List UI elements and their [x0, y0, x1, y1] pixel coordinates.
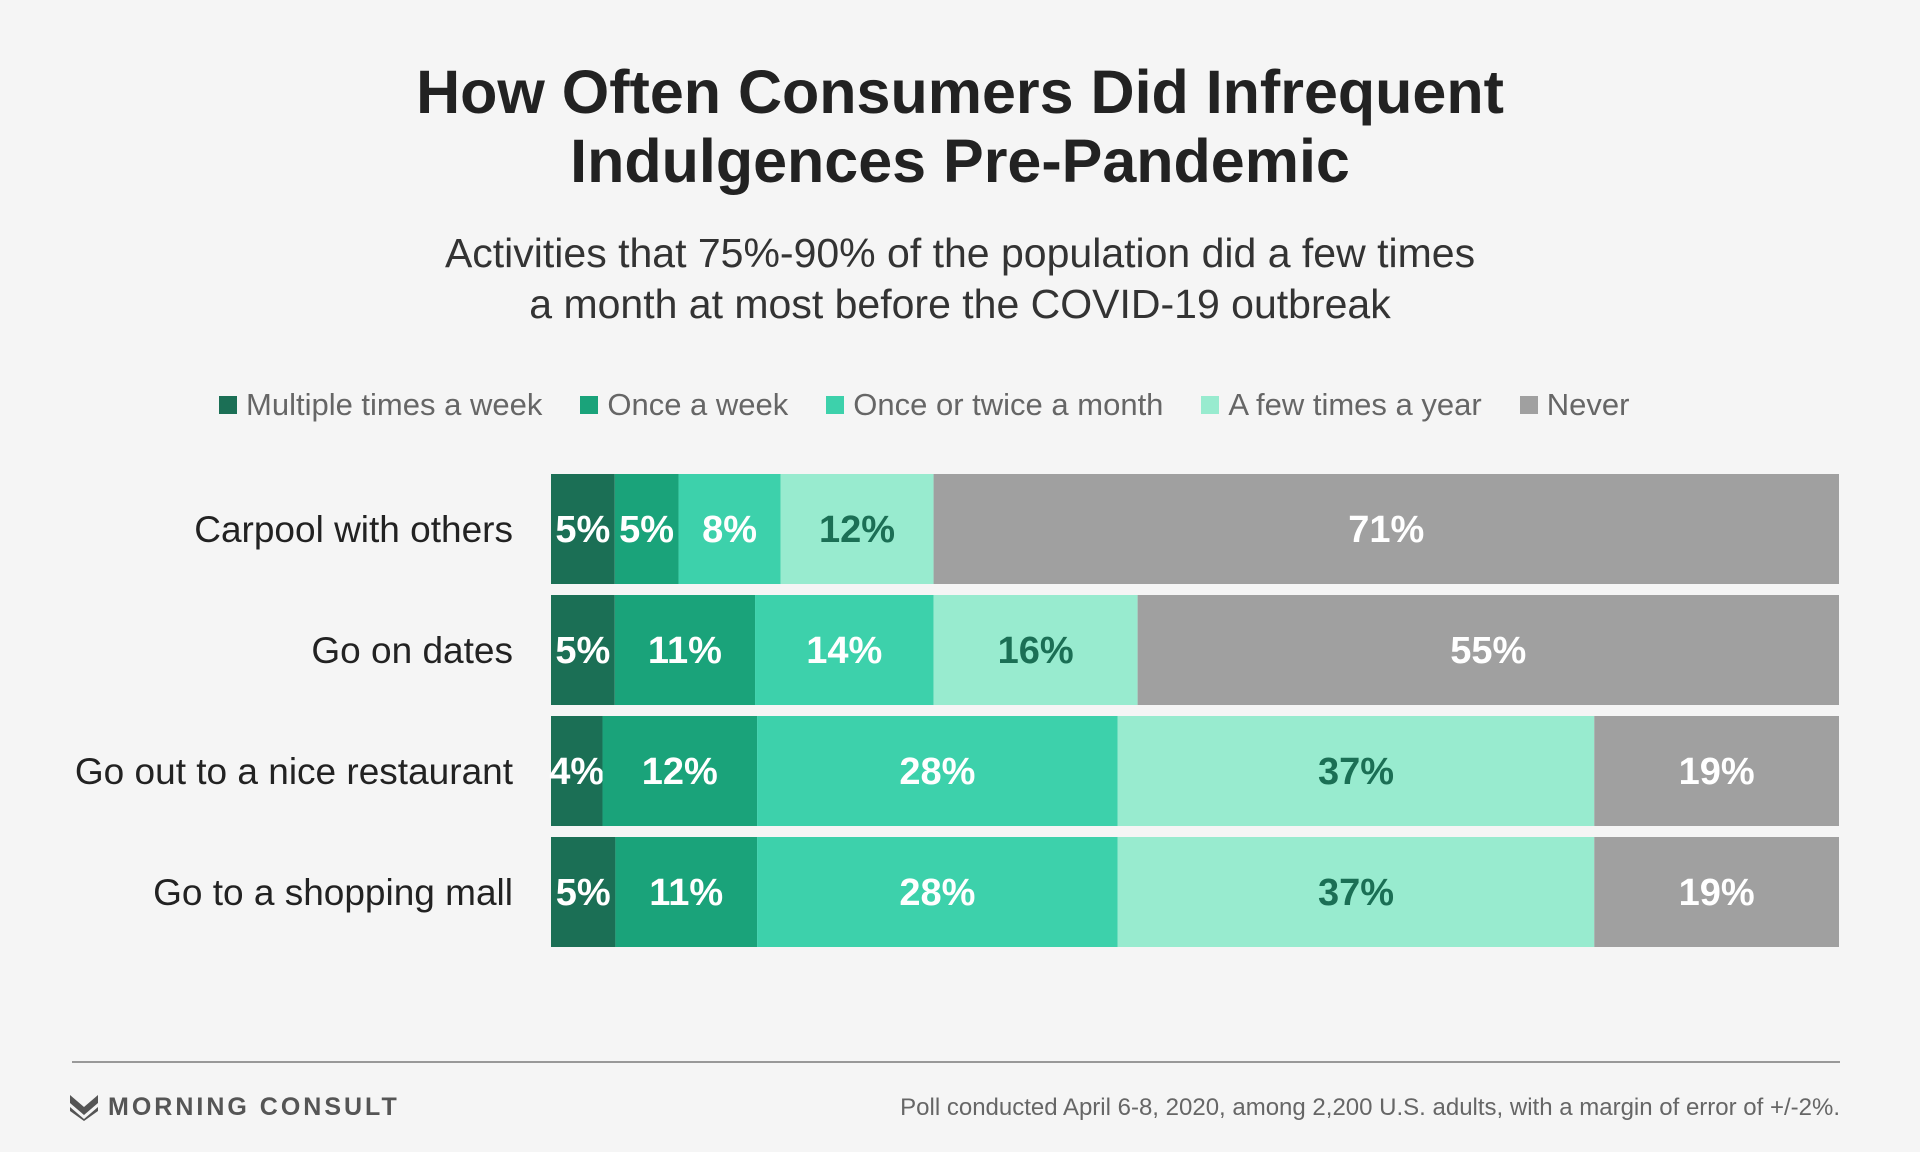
data-label: 55% — [1450, 630, 1526, 672]
brand-name: MORNING CONSULT — [108, 1093, 400, 1121]
morning-consult-logo-icon — [70, 1094, 98, 1121]
bar-segment — [757, 837, 1118, 947]
category-label: Go out to a nice restaurant — [75, 751, 514, 792]
legend-label: Multiple times a week — [246, 387, 543, 422]
data-label: 5% — [619, 509, 674, 551]
legend-label: Once a week — [607, 387, 789, 422]
data-label: 5% — [555, 509, 610, 551]
data-label: 19% — [1679, 872, 1755, 914]
data-label: 4% — [549, 751, 604, 793]
data-label: 12% — [819, 509, 895, 551]
bar-segment — [1594, 837, 1839, 947]
data-label: 28% — [899, 872, 975, 914]
legend-swatch — [826, 396, 845, 414]
data-label: 12% — [642, 751, 718, 793]
legend-swatch — [1201, 396, 1220, 414]
legend-swatch — [1519, 396, 1538, 414]
bar-segment — [933, 474, 1839, 584]
chart-title-line-2: Indulgences Pre-Pandemic — [570, 127, 1350, 195]
chart-legend: Multiple times a week Once a week Once or … — [219, 385, 1667, 425]
legend-label: A few times a year — [1228, 387, 1482, 422]
legend-swatch — [219, 396, 237, 414]
chart-subtitle: Activities that 75%-90% of the populatio… — [0, 228, 1920, 330]
data-label: 8% — [702, 509, 757, 551]
data-label: 16% — [998, 630, 1074, 672]
bar-segment — [780, 474, 934, 584]
bar-segment — [551, 837, 616, 947]
data-label: 5% — [556, 872, 611, 914]
bar-segment — [678, 474, 781, 584]
data-label: 11% — [649, 872, 723, 914]
chart-subtitle-line-2: a month at most before the COVID-19 outb… — [529, 281, 1391, 327]
bar-segment — [1117, 716, 1595, 826]
footnote: Poll conducted April 6-8, 2020, among 2,… — [900, 1094, 1840, 1121]
legend-item: Once a week — [580, 387, 788, 423]
bar-segment — [551, 595, 615, 705]
legend-label: Never — [1546, 387, 1630, 422]
data-label: 19% — [1679, 751, 1755, 793]
bar-segment — [1117, 837, 1595, 947]
category-label: Go to a shopping mall — [153, 872, 513, 913]
data-label: 71% — [1348, 509, 1424, 551]
chart-title-line-1: How Often Consumers Did Infrequent — [416, 58, 1504, 126]
category-label: Carpool with others — [194, 509, 513, 550]
bar-segment — [614, 595, 756, 705]
data-label: 28% — [899, 751, 975, 793]
legend-item: Never — [1519, 387, 1630, 423]
legend-item: A few times a year — [1201, 387, 1482, 423]
bar-segment — [1594, 716, 1839, 826]
category-label: Go on dates — [311, 630, 513, 671]
data-label: 37% — [1318, 751, 1394, 793]
bar-segment — [755, 595, 934, 705]
bar-segment — [615, 837, 758, 947]
legend-item: Once or twice a month — [826, 387, 1163, 423]
data-label: 14% — [806, 630, 882, 672]
chart-title: How Often Consumers Did Infrequent Indul… — [0, 58, 1920, 196]
data-label: 37% — [1318, 872, 1394, 914]
footer-divider — [72, 1061, 1840, 1063]
bar-segment — [614, 474, 679, 584]
legend-label: Once or twice a month — [853, 387, 1164, 422]
bar-segment — [551, 474, 615, 584]
chart-subtitle-line-1: Activities that 75%-90% of the populatio… — [444, 230, 1476, 276]
data-label: 11% — [648, 630, 722, 672]
bar-segment — [933, 595, 1138, 705]
legend-swatch — [580, 396, 599, 414]
brand-logo: MORNING CONSULT — [70, 1093, 400, 1122]
bar-segment — [1137, 595, 1839, 705]
legend-item: Multiple times a week — [219, 387, 542, 423]
data-label: 5% — [555, 630, 610, 672]
bar-segment — [757, 716, 1118, 826]
bar-segment — [602, 716, 758, 826]
bar-segment — [551, 716, 603, 826]
